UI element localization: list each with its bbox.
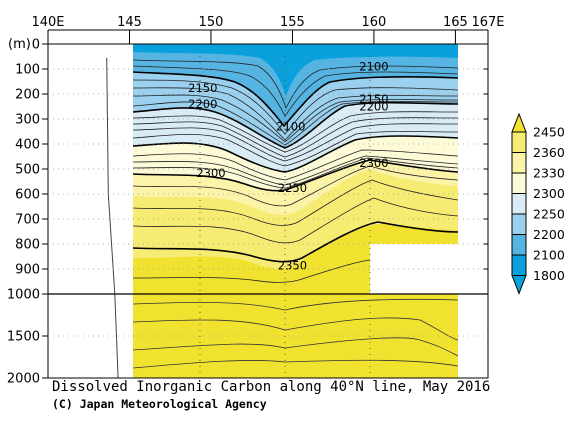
y-tick-label: 600 xyxy=(15,188,40,203)
colorbar-label: 2200 xyxy=(533,227,565,242)
colorbar-bottom-arrow xyxy=(511,275,527,295)
dic-field-upper xyxy=(133,44,458,294)
y-unit-label: (m) xyxy=(8,37,31,52)
x-tick-label: 140E xyxy=(31,15,64,30)
chart-title: Dissolved Inorganic Carbon along 40°N li… xyxy=(52,379,491,395)
colorbar-segment xyxy=(511,172,527,194)
colorbar-segment xyxy=(511,193,527,215)
x-tick-label: 145 xyxy=(117,15,142,30)
contour-label: 2150 xyxy=(359,92,388,106)
grid-lines xyxy=(48,68,488,337)
colorbar-label: 2330 xyxy=(533,166,565,181)
colorbar-label: 2100 xyxy=(533,248,565,263)
x-tick-label: 160 xyxy=(362,15,387,30)
colorbar: 2450 2360 2330 2300 2250 2200 2100 1800 xyxy=(511,112,565,295)
y-tick-label: 200 xyxy=(15,88,40,103)
x-tick-label: 165 xyxy=(443,15,468,30)
y-tick-label: 1000 xyxy=(7,288,40,303)
x-axis-top: 140E 145 150 155 160 165 167E xyxy=(31,15,505,44)
contour-label: 2100 xyxy=(359,60,388,74)
contour-label: 2300 xyxy=(196,166,225,180)
colorbar-segment xyxy=(511,152,527,174)
colorbar-label: 2360 xyxy=(533,145,565,160)
chart-credit: (C) Japan Meteorological Agency xyxy=(52,397,267,411)
y-tick-label: 1500 xyxy=(7,330,40,345)
dic-band-lt-1800 xyxy=(133,44,458,96)
colorbar-label: 2450 xyxy=(533,125,565,140)
contour-label: 2100 xyxy=(276,120,305,134)
colorbar-segment xyxy=(511,254,527,276)
y-tick-label: 0 xyxy=(32,38,40,53)
plot-frame xyxy=(47,43,489,379)
y-tick-label: 700 xyxy=(15,213,40,228)
x-tick-label: 155 xyxy=(280,15,305,30)
colorbar-label: 2250 xyxy=(533,207,565,222)
y-axis: 0 100 200 300 400 500 600 700 800 900 1000 1500 2000 xyxy=(7,38,488,387)
contour-label: 2250 xyxy=(278,181,307,195)
contour-label: 2200 xyxy=(359,100,388,114)
contour-label: 2200 xyxy=(188,97,217,111)
colorbar-segment xyxy=(511,131,527,153)
x-tick-label: 150 xyxy=(199,15,224,30)
contour-label: 2350 xyxy=(278,258,307,272)
dic-field-lower xyxy=(133,294,458,378)
colorbar-segment xyxy=(511,213,527,235)
y-tick-label: 500 xyxy=(15,163,40,178)
colorbar-label: 2300 xyxy=(533,186,565,201)
y-tick-label: 900 xyxy=(15,263,40,278)
contour-label: 2150 xyxy=(188,81,217,95)
contour-label: 2300 xyxy=(359,156,388,170)
y-tick-label: 800 xyxy=(15,238,40,253)
x-tick-label: 167E xyxy=(471,15,504,30)
colorbar-segment xyxy=(511,234,527,256)
y-tick-label: 2000 xyxy=(7,372,40,387)
colorbar-label: 1800 xyxy=(533,268,565,283)
y-tick-label: 300 xyxy=(15,113,40,128)
y-tick-label: 100 xyxy=(15,63,40,78)
y-tick-label: 400 xyxy=(15,138,40,153)
colorbar-top-arrow xyxy=(511,112,527,133)
profile-line xyxy=(106,57,119,379)
dic-band-1800-2100 xyxy=(133,44,458,126)
